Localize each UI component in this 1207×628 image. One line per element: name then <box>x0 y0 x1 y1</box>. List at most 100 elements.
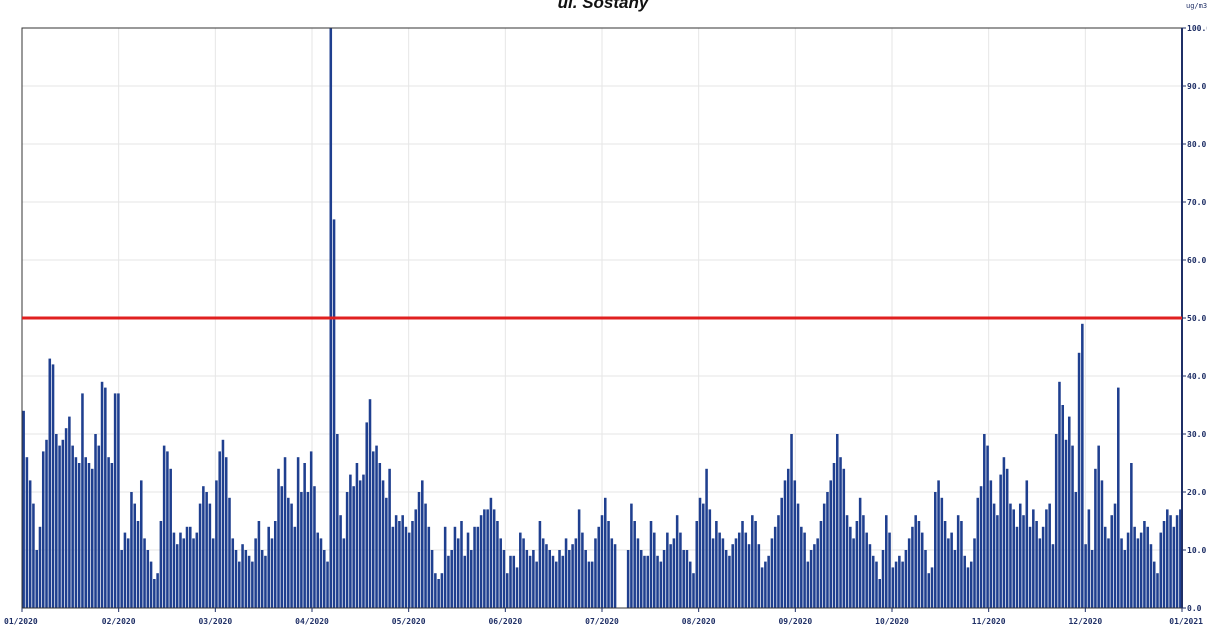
bar <box>55 434 58 608</box>
bar <box>1117 387 1120 608</box>
bar <box>950 532 953 608</box>
x-tick-label: 07/2020 <box>585 617 619 626</box>
bar <box>179 532 182 608</box>
bar <box>966 567 970 608</box>
bar <box>1022 515 1025 608</box>
bar <box>773 526 777 608</box>
bar <box>251 561 254 608</box>
bar <box>74 457 78 608</box>
bar <box>470 550 473 608</box>
bar <box>146 550 150 608</box>
bar <box>326 561 329 608</box>
bar <box>512 555 516 608</box>
bar <box>427 526 431 608</box>
bar <box>417 492 421 608</box>
bar <box>1120 538 1123 608</box>
bar <box>371 451 375 608</box>
x-tick-label: 08/2020 <box>682 617 716 626</box>
bar <box>342 538 346 608</box>
bar <box>1100 480 1104 608</box>
bar <box>1032 509 1035 608</box>
bar <box>362 474 365 608</box>
bar <box>564 538 568 608</box>
bar <box>973 538 976 608</box>
x-tick-label: 01/2021 <box>1169 617 1203 626</box>
bar <box>698 497 702 608</box>
bar <box>705 468 708 608</box>
bar <box>381 480 385 608</box>
bar <box>309 451 313 608</box>
bar <box>751 515 754 608</box>
bar <box>535 561 538 608</box>
bar <box>94 434 97 608</box>
bar <box>835 434 839 608</box>
bar <box>473 526 476 608</box>
bar <box>845 515 849 608</box>
bar <box>914 515 917 608</box>
bar <box>130 492 133 608</box>
bar <box>1051 544 1055 608</box>
bar <box>264 555 267 608</box>
bar <box>238 561 241 608</box>
bar <box>1107 538 1110 608</box>
bar <box>780 497 783 608</box>
bar <box>339 515 342 608</box>
bar <box>358 480 362 608</box>
bar <box>1002 457 1006 608</box>
bar <box>786 468 790 608</box>
bar <box>996 515 999 608</box>
bar <box>1126 532 1130 608</box>
bar <box>1071 445 1074 608</box>
bar <box>800 526 803 608</box>
bar <box>81 393 84 608</box>
x-tick-label: 02/2020 <box>102 617 136 626</box>
bar <box>107 457 110 608</box>
bar <box>568 550 571 608</box>
bar <box>189 526 192 608</box>
x-tick-label: 10/2020 <box>875 617 909 626</box>
bar <box>404 526 408 608</box>
bar <box>770 538 774 608</box>
bar <box>296 457 300 608</box>
bar <box>64 428 68 608</box>
bar <box>1041 526 1045 608</box>
bar <box>1159 532 1163 608</box>
bar <box>247 555 251 608</box>
bar <box>407 532 411 608</box>
bar <box>803 532 806 608</box>
bar <box>548 550 551 608</box>
bar <box>878 579 882 608</box>
bar <box>398 521 401 608</box>
bar <box>669 544 672 608</box>
bar <box>509 555 512 608</box>
bar <box>1110 515 1114 608</box>
y-tick-label: 20.0 <box>1187 488 1206 497</box>
bar <box>581 532 584 608</box>
bar <box>741 521 744 608</box>
bar <box>202 486 205 608</box>
bar <box>692 573 695 608</box>
bar <box>166 451 169 608</box>
bar <box>84 457 87 608</box>
bar <box>244 550 248 608</box>
bar <box>662 550 666 608</box>
bar <box>1130 463 1133 608</box>
bar <box>734 538 738 608</box>
bar <box>332 219 336 608</box>
bar <box>525 550 529 608</box>
bar <box>185 526 189 608</box>
bar <box>875 561 878 608</box>
bar <box>636 538 640 608</box>
bar <box>1103 526 1107 608</box>
bar <box>587 561 591 608</box>
bar <box>172 532 176 608</box>
bar <box>394 515 398 608</box>
x-tick-label: 06/2020 <box>488 617 522 626</box>
bar <box>450 550 453 608</box>
bar <box>143 538 146 608</box>
bar <box>695 521 699 608</box>
bar <box>1146 526 1149 608</box>
bar <box>336 434 339 608</box>
bar <box>38 526 42 608</box>
bar <box>300 492 303 608</box>
